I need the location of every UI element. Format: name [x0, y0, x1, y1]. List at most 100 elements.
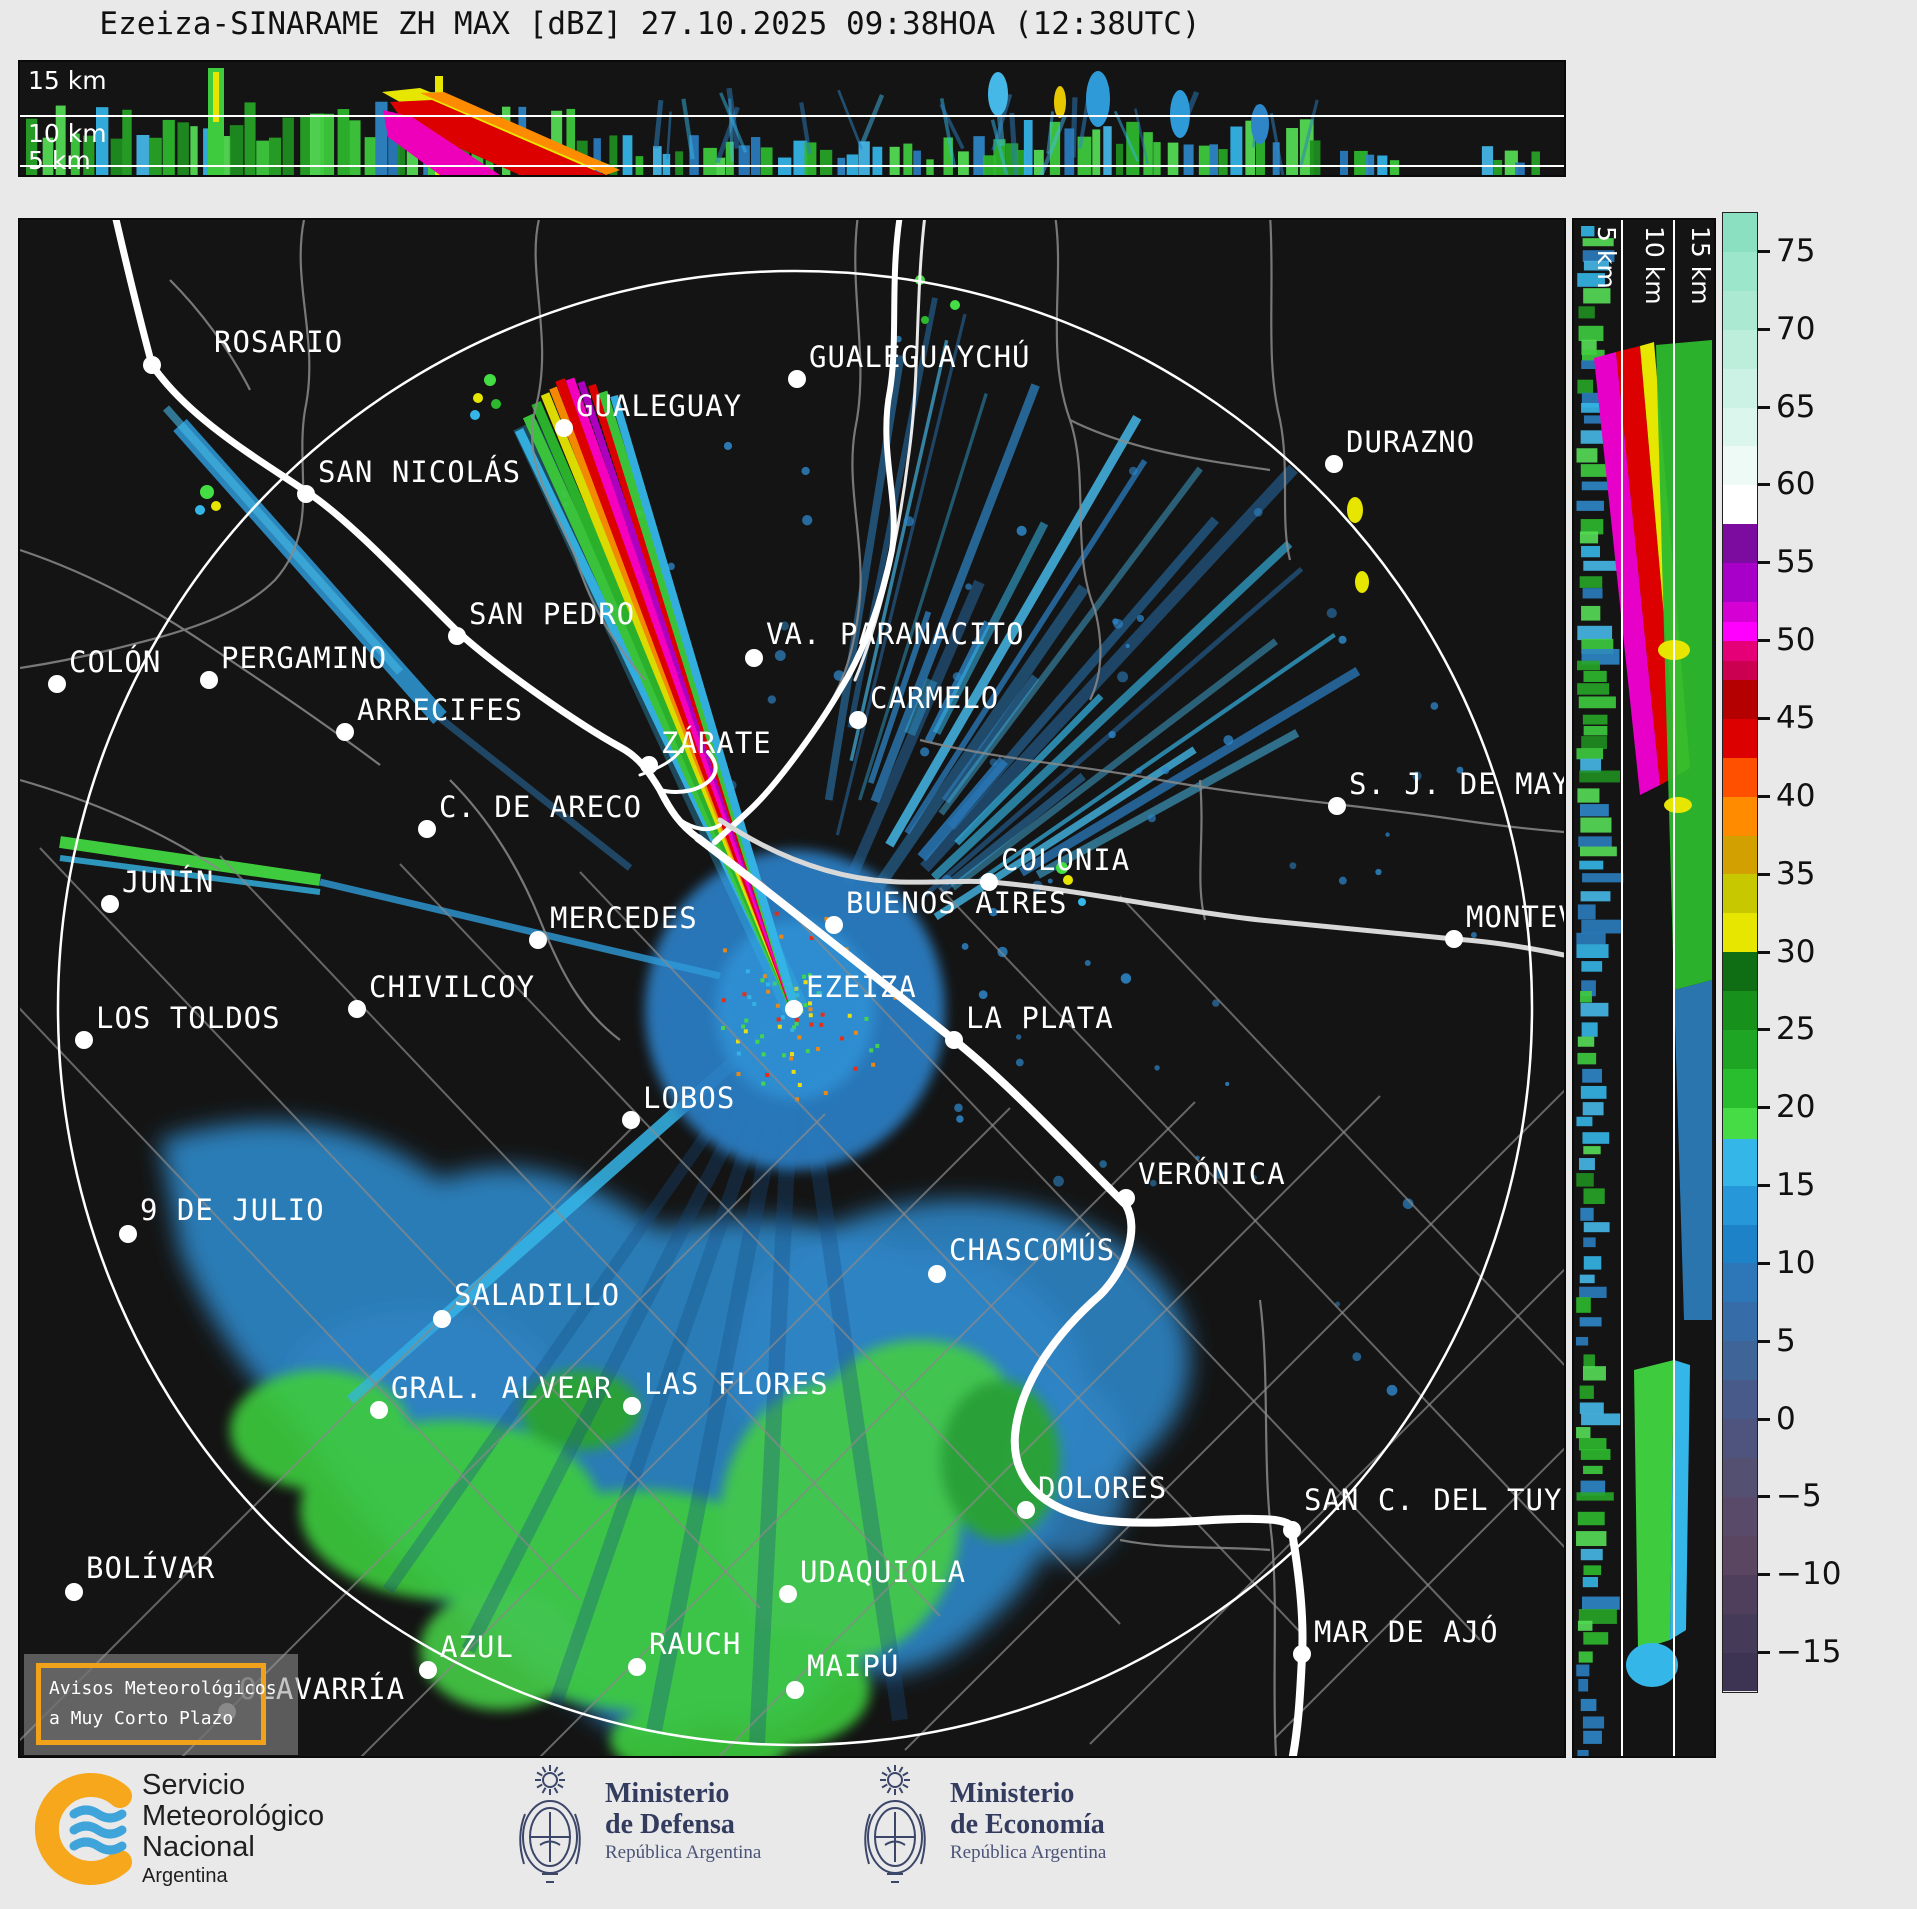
colorbar-tick — [1758, 327, 1770, 331]
colorbar-tick — [1758, 561, 1770, 565]
colorbar-segment — [1723, 407, 1757, 447]
city-label: LOBOS — [643, 1081, 736, 1115]
smn-logo — [34, 1773, 132, 1885]
warning-box[interactable]: Avisos Meteorológicos a Muy Corto Plazo — [24, 1654, 298, 1755]
smn-line4: Argentina — [142, 1865, 228, 1887]
city-label: MAIPÚ — [807, 1649, 900, 1683]
city-dot — [745, 649, 763, 667]
colorbar-segment — [1723, 1652, 1757, 1692]
city-label: SALADILLO — [454, 1278, 621, 1312]
colorbar-tick — [1758, 1651, 1770, 1655]
colorbar-segment — [1723, 835, 1757, 875]
city-dot — [1283, 1521, 1301, 1539]
colorbar-segment — [1723, 640, 1757, 662]
city-dot — [418, 820, 436, 838]
footer: Servicio Meteorológico Nacional Argentin… — [0, 1758, 1917, 1909]
warning-box-frame[interactable]: Avisos Meteorológicos a Muy Corto Plazo — [36, 1663, 277, 1745]
colorbar-segment — [1723, 485, 1757, 525]
colorbar-segment — [1723, 757, 1757, 797]
city-label: CARMELO — [870, 681, 1000, 715]
city-label: S. J. DE MAYO — [1349, 767, 1566, 801]
right-cross-section-art — [1576, 226, 1712, 1756]
ministerio-defensa-block: Ministerio de Defensa República Argentin… — [510, 1758, 930, 1908]
radar-range-circle — [56, 269, 1534, 1747]
city-label: VA. PARANACITO — [766, 617, 1025, 651]
city-label: MONTEVIDEO — [1466, 900, 1564, 934]
colorbar-segment — [1723, 1419, 1757, 1459]
city-dot — [433, 1310, 451, 1328]
colorbar-segment — [1723, 563, 1757, 603]
colorbar-segment — [1723, 602, 1757, 623]
colorbar-tick-label: 20 — [1776, 1089, 1816, 1126]
city-dot — [143, 356, 161, 374]
colorbar-segment — [1723, 1613, 1757, 1653]
city-dot — [622, 1111, 640, 1129]
colorbar-tick — [1758, 1106, 1770, 1110]
colorbar-segment — [1723, 874, 1757, 914]
colorbar-tick-label: 60 — [1776, 466, 1816, 503]
colorbar-segment — [1723, 913, 1757, 953]
colorbar-segment — [1723, 661, 1757, 680]
city-label: ZÁRATE — [661, 726, 772, 760]
colorbar-tick-label: 15 — [1776, 1167, 1816, 1204]
colorbar-tick-label: −15 — [1776, 1634, 1842, 1671]
city-dot — [1328, 797, 1346, 815]
axis-label-5km: 5 km — [28, 146, 91, 175]
colorbar-segment — [1723, 1380, 1757, 1420]
city-dot — [529, 931, 547, 949]
colorbar-segment — [1723, 952, 1757, 992]
city-label: PERGAMINO — [221, 641, 388, 675]
city-label: DOLORES — [1038, 1471, 1168, 1505]
warning-line1: Avisos Meteorológicos — [49, 1678, 277, 1699]
city-label: GRAL. ALVEAR — [391, 1371, 613, 1405]
colorbar-segment — [1723, 1263, 1757, 1303]
colorbar-tick-label: 40 — [1776, 777, 1816, 814]
gridline-10km — [20, 115, 1564, 117]
colorbar-segment — [1723, 1302, 1757, 1342]
city-dot — [370, 1401, 388, 1419]
city-dot — [945, 1031, 963, 1049]
colorbar-segment — [1723, 1185, 1757, 1225]
coat-of-arms-icon — [519, 1765, 581, 1883]
colorbar-segment — [1723, 796, 1757, 836]
radar-map-art — [20, 220, 1564, 1756]
axis-label-10km-v: 10 km — [1640, 226, 1669, 305]
colorbar-segment — [1723, 251, 1757, 291]
colorbar-tick-label: 0 — [1776, 1400, 1796, 1437]
right-cross-section-panel: 5 km 10 km 15 km — [1572, 218, 1716, 1758]
top-cross-section-art — [26, 68, 1540, 175]
city-label: EZEIZA — [806, 970, 917, 1004]
city-label: VERÓNICA — [1138, 1157, 1286, 1191]
colorbar-tick — [1758, 1573, 1770, 1577]
colorbar-tick-label: 35 — [1776, 855, 1816, 892]
radar-map-panel: ROSARIO GUALEGUAYCHÚ GUALEGUAY SAN NICOLÁS D… — [18, 218, 1566, 1758]
colorbar-segment — [1723, 368, 1757, 408]
city-dot — [48, 675, 66, 693]
city-dot — [1293, 1645, 1311, 1663]
axis-label-15km-v: 15 km — [1686, 226, 1715, 305]
colorbar-segment — [1723, 1341, 1757, 1381]
city-dot — [75, 1031, 93, 1049]
colorbar-segment — [1723, 1107, 1757, 1139]
colorbar-tick — [1758, 872, 1770, 876]
city-dot — [779, 1585, 797, 1603]
city-label: COLÓN — [69, 645, 162, 679]
colorbar-tick-label: 50 — [1776, 622, 1816, 659]
colorbar-segment — [1723, 1224, 1757, 1264]
smn-text: Servicio Meteorológico Nacional Argentin… — [142, 1770, 324, 1889]
economia-line2: de Economía — [950, 1809, 1105, 1840]
colorbar-segment — [1723, 1458, 1757, 1497]
colorbar-tick — [1758, 1261, 1770, 1265]
colorbar-tick-label: 45 — [1776, 699, 1816, 736]
colorbar-segment — [1723, 1030, 1757, 1069]
city-label: BUENOS AIRES — [846, 886, 1068, 920]
city-dot — [849, 711, 867, 729]
colorbar-tick — [1758, 1339, 1770, 1343]
axis-label-5km-v: 5 km — [1592, 226, 1621, 289]
city-label: SAN C. DEL TUYÚ — [1304, 1483, 1566, 1517]
city-dot — [348, 1000, 366, 1018]
city-dot — [119, 1225, 137, 1243]
city-label: ROSARIO — [214, 325, 344, 359]
defensa-line1: Ministerio — [605, 1778, 730, 1809]
colorbar-segment — [1723, 1138, 1757, 1186]
